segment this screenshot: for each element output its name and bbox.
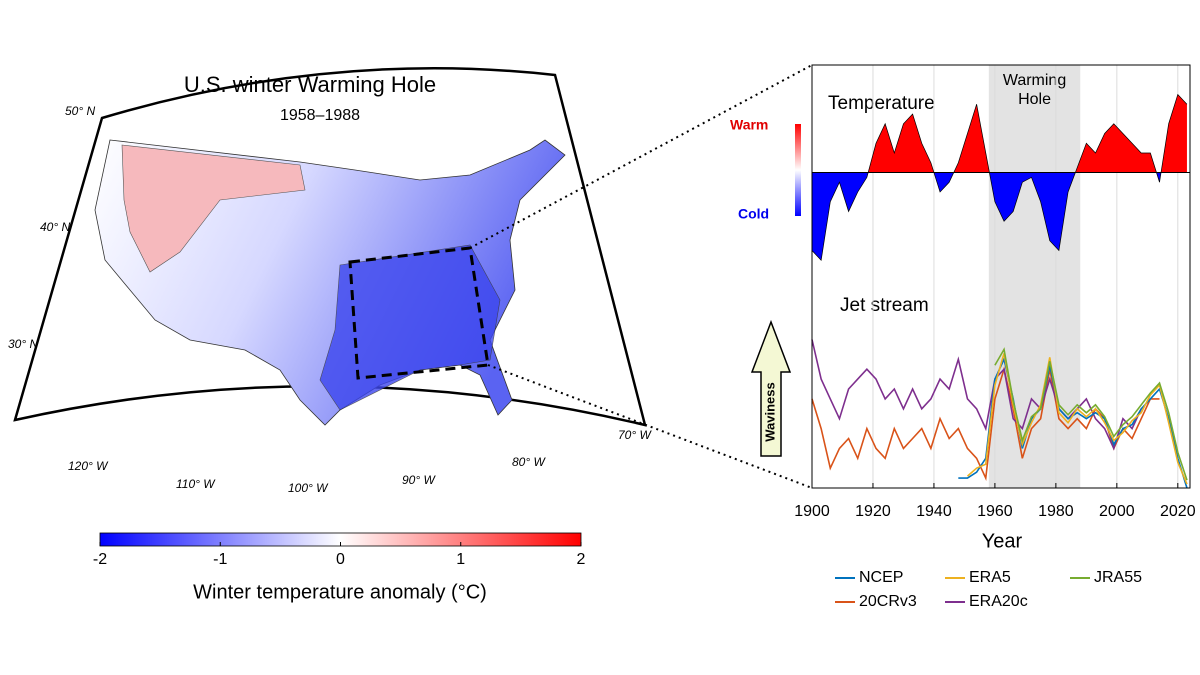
- legend-label: ERA20c: [969, 593, 1028, 610]
- x-tick-label: 1940: [916, 503, 952, 520]
- warm-area: [812, 94, 1187, 173]
- map: [13, 64, 813, 489]
- warm-cold-bar: [795, 124, 801, 216]
- arrow-label: Waviness: [762, 382, 777, 442]
- x-tick-label: 2020: [1160, 503, 1196, 520]
- legend-label: NCEP: [859, 569, 903, 586]
- x-tick-label: 1900: [794, 503, 830, 520]
- lon-label: 110° W: [176, 477, 216, 491]
- lon-label: 100° W: [288, 481, 329, 495]
- warm-label: Warm: [730, 117, 768, 133]
- x-axis-label: Year: [982, 530, 1023, 552]
- colorbar-tick-label: 2: [577, 551, 586, 568]
- cold-region: [319, 244, 501, 411]
- series-line: [811, 339, 1142, 451]
- series-line: [994, 347, 1188, 481]
- map-subtitle: 1958–1988: [280, 107, 360, 124]
- colorbar-tick-label: 1: [456, 551, 465, 568]
- connector: [469, 64, 813, 249]
- region-box: [348, 246, 490, 380]
- x-tick-label: 1920: [855, 503, 891, 520]
- lat-label: 50° N: [65, 104, 95, 118]
- legend-label: 20CRv3: [859, 593, 917, 610]
- warm-region: [121, 144, 306, 273]
- colorbar-label: Winter temperature anomaly (°C): [193, 581, 487, 603]
- highlight-label: Hole: [1018, 91, 1051, 108]
- plot-frame: [811, 64, 1191, 489]
- series-line: [811, 366, 1160, 482]
- colorbar-tick-label: -1: [213, 551, 227, 568]
- cold-label: Cold: [738, 206, 769, 222]
- lat-label: 40° N: [40, 220, 70, 234]
- cold-area: [812, 172, 1187, 261]
- lon-label: 90° W: [402, 473, 436, 487]
- colorbar-tick-label: -2: [93, 551, 107, 568]
- panel-label: Jet stream: [840, 295, 929, 316]
- map-title: U.S. winter Warming Hole: [184, 72, 436, 97]
- lat-label: 30° N: [8, 337, 38, 351]
- lon-label: 80° W: [512, 455, 546, 469]
- lon-label: 120° W: [68, 459, 109, 473]
- x-tick-label: 1980: [1038, 503, 1074, 520]
- legend-label: JRA55: [1094, 569, 1142, 586]
- connector: [487, 364, 813, 489]
- lon-label: 70° W: [618, 428, 652, 442]
- colorbar-tick-label: 0: [336, 551, 345, 568]
- panel-label: Temperature: [828, 93, 935, 114]
- waviness-arrow: [750, 319, 792, 457]
- x-tick-label: 2000: [1099, 503, 1135, 520]
- x-tick-label: 1960: [977, 503, 1013, 520]
- highlight-label: Warming: [1003, 72, 1066, 89]
- temperature-outline: [811, 93, 1188, 262]
- legend-label: ERA5: [969, 569, 1011, 586]
